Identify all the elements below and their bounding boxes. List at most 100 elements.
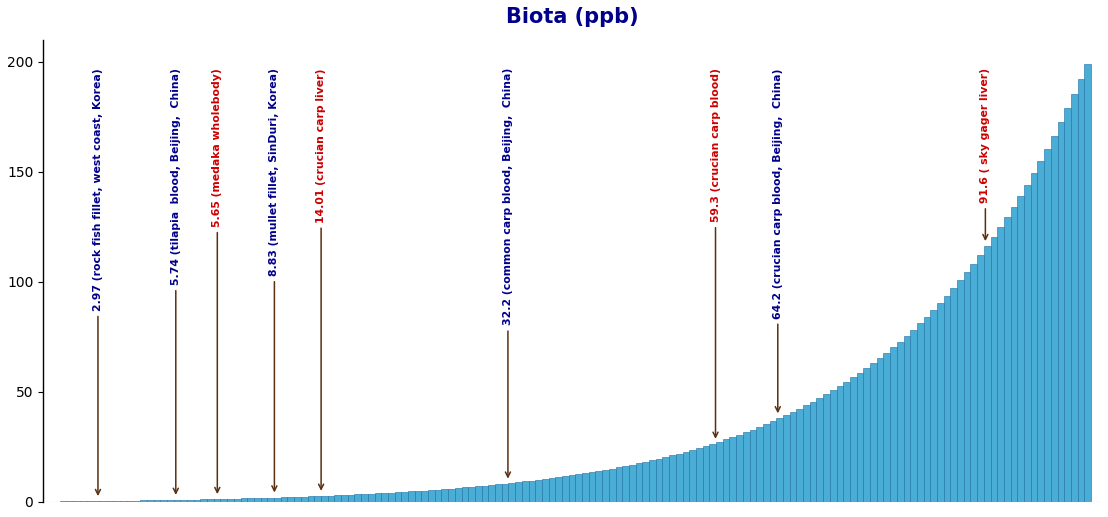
Bar bbox=[602, 470, 609, 501]
Bar bbox=[683, 452, 689, 501]
Bar bbox=[462, 488, 469, 501]
Bar bbox=[187, 500, 194, 501]
Bar bbox=[830, 390, 837, 501]
Bar bbox=[917, 323, 924, 501]
Bar bbox=[763, 424, 770, 501]
Text: 59.3 (crucian carp blood): 59.3 (crucian carp blood) bbox=[710, 68, 720, 437]
Bar bbox=[555, 477, 562, 501]
Bar bbox=[448, 489, 455, 501]
Bar bbox=[910, 330, 917, 501]
Bar bbox=[669, 455, 676, 501]
Bar bbox=[441, 489, 448, 501]
Bar bbox=[522, 481, 529, 501]
Bar bbox=[649, 460, 656, 501]
Bar bbox=[951, 288, 957, 501]
Bar bbox=[568, 475, 575, 501]
Bar bbox=[408, 492, 414, 501]
Bar bbox=[308, 496, 315, 501]
Bar bbox=[770, 421, 777, 501]
Bar bbox=[896, 342, 903, 501]
Bar bbox=[267, 498, 274, 501]
Bar bbox=[247, 498, 254, 501]
Text: 5.65 (medaka wholebody): 5.65 (medaka wholebody) bbox=[213, 68, 223, 492]
Bar bbox=[595, 471, 602, 501]
Text: 8.83 (mullet fillet, SinDuri, Korea): 8.83 (mullet fillet, SinDuri, Korea) bbox=[269, 68, 279, 491]
Bar bbox=[977, 255, 984, 501]
Bar bbox=[140, 500, 147, 501]
Bar bbox=[856, 373, 863, 501]
Bar bbox=[133, 500, 140, 501]
Bar bbox=[1017, 196, 1024, 501]
Bar bbox=[623, 466, 629, 501]
Bar bbox=[676, 453, 683, 501]
Bar bbox=[274, 497, 280, 501]
Bar bbox=[797, 409, 803, 501]
Bar bbox=[582, 473, 588, 501]
Bar bbox=[240, 498, 247, 501]
Bar bbox=[428, 490, 434, 501]
Bar bbox=[702, 446, 709, 501]
Bar bbox=[971, 264, 977, 501]
Bar bbox=[348, 495, 355, 501]
Bar bbox=[455, 488, 462, 501]
Title: Biota (ppb): Biota (ppb) bbox=[505, 7, 638, 27]
Bar bbox=[997, 227, 1004, 501]
Bar bbox=[260, 498, 267, 501]
Bar bbox=[964, 272, 971, 501]
Bar bbox=[937, 303, 944, 501]
Text: 32.2 (common carp blood, Beijing,  China): 32.2 (common carp blood, Beijing, China) bbox=[503, 68, 513, 477]
Bar bbox=[207, 499, 214, 501]
Bar bbox=[663, 457, 669, 501]
Text: 14.01 (crucian carp liver): 14.01 (crucian carp liver) bbox=[316, 68, 326, 489]
Bar bbox=[689, 450, 696, 501]
Bar bbox=[810, 402, 817, 501]
Bar bbox=[944, 296, 951, 501]
Bar bbox=[823, 394, 830, 501]
Bar bbox=[575, 474, 582, 501]
Bar bbox=[401, 492, 408, 501]
Bar bbox=[722, 439, 729, 501]
Bar bbox=[280, 497, 287, 501]
Bar bbox=[161, 500, 167, 501]
Bar bbox=[1057, 123, 1064, 501]
Bar bbox=[328, 496, 335, 501]
Bar bbox=[729, 437, 736, 501]
Bar bbox=[214, 499, 220, 501]
Bar bbox=[903, 336, 910, 501]
Bar bbox=[167, 500, 174, 501]
Bar bbox=[931, 310, 937, 501]
Bar bbox=[482, 485, 489, 501]
Bar bbox=[201, 499, 207, 501]
Bar bbox=[803, 405, 810, 501]
Bar bbox=[636, 463, 643, 501]
Bar bbox=[548, 478, 555, 501]
Bar bbox=[495, 484, 502, 501]
Bar bbox=[361, 494, 368, 501]
Bar bbox=[126, 500, 133, 501]
Bar bbox=[181, 500, 187, 501]
Bar bbox=[1085, 64, 1091, 501]
Bar bbox=[850, 377, 856, 501]
Bar bbox=[335, 495, 341, 501]
Bar bbox=[321, 496, 328, 501]
Bar bbox=[790, 412, 797, 501]
Bar bbox=[957, 280, 964, 501]
Bar bbox=[777, 418, 783, 501]
Bar bbox=[1037, 161, 1044, 501]
Bar bbox=[709, 444, 716, 501]
Bar bbox=[394, 492, 401, 501]
Bar bbox=[381, 493, 388, 501]
Bar bbox=[656, 459, 663, 501]
Bar bbox=[234, 498, 240, 501]
Bar bbox=[489, 485, 495, 501]
Bar bbox=[529, 481, 535, 501]
Bar bbox=[254, 498, 260, 501]
Bar bbox=[355, 494, 361, 501]
Text: 5.74 (tilapia  blood, Beijing,  China): 5.74 (tilapia blood, Beijing, China) bbox=[171, 68, 181, 493]
Bar bbox=[227, 499, 234, 501]
Bar bbox=[756, 427, 763, 501]
Text: 91.6 ( sky gager liver): 91.6 ( sky gager liver) bbox=[981, 68, 991, 239]
Bar bbox=[863, 368, 870, 501]
Bar bbox=[475, 486, 482, 501]
Bar bbox=[388, 493, 394, 501]
